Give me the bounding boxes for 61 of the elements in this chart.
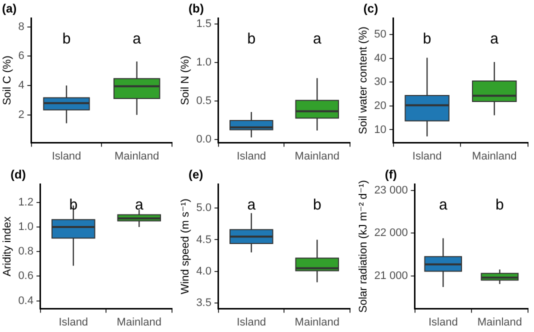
annotation: b <box>422 30 432 48</box>
x-tick-label: Island <box>236 316 266 328</box>
annotation: a <box>312 30 322 48</box>
x-tick-label: Island <box>236 150 266 162</box>
y-tick-label: 21 000 <box>374 270 408 282</box>
y-tick-label: 22 000 <box>374 227 408 240</box>
x-tick-label: Island <box>58 316 88 328</box>
x-tick-label: Mainland <box>294 316 340 328</box>
x-tick-label: Island <box>428 316 458 328</box>
annotation: b <box>69 196 78 214</box>
x-tick-label: Island <box>412 150 442 162</box>
y-axis-title: Soil N (%) <box>180 56 192 106</box>
chart-title: (a) <box>2 1 17 16</box>
annotation: b <box>247 30 256 48</box>
y-tick-label: 6 <box>18 50 24 62</box>
annotation: a <box>490 30 500 48</box>
y-tick-label: 10 <box>374 124 386 136</box>
y-tick-label: 1.0 <box>196 56 212 69</box>
y-tick-label: 50 <box>374 28 386 41</box>
x-tick-label: Mainland <box>294 150 340 162</box>
y-tick-label: 4.0 <box>196 265 212 278</box>
x-tick-label: Mainland <box>116 316 162 328</box>
chart-title: (f) <box>384 167 397 182</box>
y-tick-label: 5.0 <box>196 202 212 214</box>
annotation: b <box>496 196 504 214</box>
y-axis-title: Wind speed (m s⁻¹) <box>180 198 192 294</box>
y-tick-label: 40 <box>374 52 386 64</box>
y-tick-label: 23 000 <box>374 184 408 196</box>
y-tick-label: 4 <box>18 80 24 92</box>
annotation: b <box>62 30 71 48</box>
y-tick-label: 1.2 <box>18 196 34 208</box>
y-tick-label: 1.0 <box>18 221 34 234</box>
annotation: a <box>134 196 144 214</box>
y-axis-title: Soil C (%) <box>2 56 14 106</box>
annotation: a <box>438 196 448 214</box>
y-tick-label: 2 <box>18 108 24 121</box>
y-tick-label: 1.5 <box>196 18 212 30</box>
y-tick-label: 3.5 <box>196 297 212 310</box>
annotation: a <box>132 30 142 48</box>
chart-title: (d) <box>10 167 26 182</box>
x-tick-label: Mainland <box>477 316 522 328</box>
x-tick-label: Mainland <box>114 150 160 162</box>
x-tick-label: Mainland <box>472 150 517 162</box>
y-axis-title: Soil water content (%) <box>358 26 370 134</box>
chart-title: (c) <box>363 1 378 16</box>
y-tick-label: 8 <box>18 20 24 33</box>
chart-title: (b) <box>188 1 204 16</box>
y-tick-label: 0.4 <box>18 294 34 307</box>
chart-title: (e) <box>188 167 204 182</box>
y-axis-title: Aridity index <box>2 216 14 276</box>
y-tick-label: 0.6 <box>18 270 34 282</box>
x-tick-label: Island <box>52 150 82 162</box>
y-axis-title: Solar radiation (kJ m⁻² d⁻¹) <box>358 180 370 313</box>
y-tick-label: 0.8 <box>18 246 34 258</box>
y-tick-label: 0.5 <box>196 95 212 108</box>
annotation: b <box>312 196 322 214</box>
y-tick-label: 0.0 <box>196 134 212 146</box>
annotation: a <box>247 196 256 214</box>
y-tick-label: 30 <box>374 76 386 88</box>
y-tick-label: 4.5 <box>196 234 212 246</box>
y-tick-label: 20 <box>374 100 386 112</box>
